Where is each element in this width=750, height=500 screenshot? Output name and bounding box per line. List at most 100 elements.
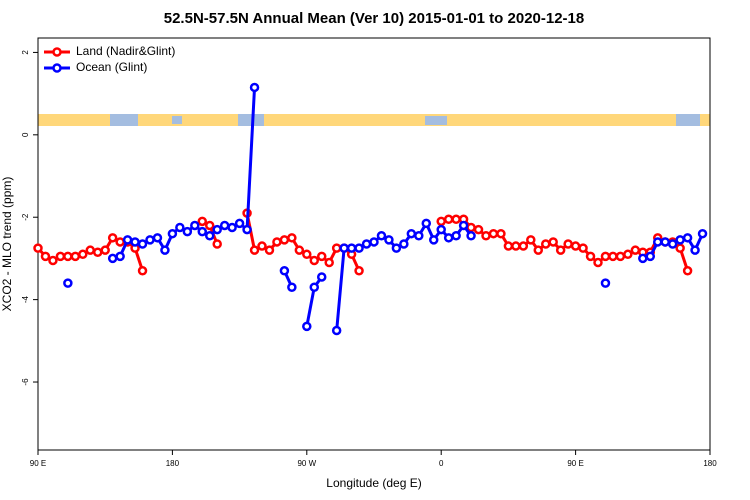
data-point (585, 251, 596, 262)
data-point (48, 255, 58, 266)
x-tick-label: 0 (439, 459, 444, 468)
data-point (331, 325, 342, 336)
data-point (555, 245, 566, 255)
data-point (682, 233, 693, 243)
data-point (175, 222, 185, 233)
x-tick-label: 180 (166, 459, 180, 468)
data-point (548, 237, 558, 247)
x-tick-label: 90 W (297, 459, 316, 468)
data-point (234, 218, 245, 229)
data-point (115, 237, 125, 247)
data-point (100, 245, 110, 255)
data-point (443, 214, 454, 225)
data-point (63, 251, 73, 262)
legend-label: Land (Nadir&Glint) (76, 44, 175, 58)
data-point (85, 245, 96, 255)
data-point (324, 257, 334, 268)
y-tick-label: 2 (21, 50, 30, 55)
data-point (675, 235, 685, 245)
data-point (197, 226, 208, 237)
data-point (697, 228, 708, 239)
data-point (107, 233, 118, 243)
y-tick-label: 0 (21, 132, 30, 137)
data-point (421, 218, 432, 229)
data-point (346, 243, 357, 253)
legend-marker (52, 63, 62, 73)
chart-title: 52.5N-57.5N Annual Mean (Ver 10) 2015-01… (164, 10, 584, 27)
data-point (197, 216, 208, 227)
series (33, 208, 693, 276)
data-point (152, 233, 163, 243)
data-point (287, 282, 297, 293)
data-point (212, 224, 222, 235)
y-axis-label: XCO2 - MLO trend (ppm) (0, 177, 14, 312)
data-point (339, 243, 349, 253)
data-point (623, 249, 633, 260)
data-point (92, 247, 103, 257)
data-point (257, 241, 267, 251)
data-point (249, 245, 260, 255)
data-point (361, 239, 372, 249)
data-point (406, 228, 417, 239)
data-point (518, 241, 529, 251)
data-point (331, 243, 342, 253)
data-point (451, 214, 461, 225)
legend-label: Ocean (Glint) (76, 60, 147, 74)
data-point (615, 251, 626, 262)
data-point (533, 245, 544, 255)
data-point (496, 228, 506, 239)
data-point (384, 235, 394, 245)
data-point (137, 266, 148, 276)
data-point (376, 231, 387, 241)
data-point (316, 251, 327, 262)
data-point (466, 231, 476, 241)
data-point (682, 266, 693, 276)
data-point (309, 255, 320, 266)
data-point (399, 239, 409, 249)
data-point (630, 245, 641, 255)
data-point (608, 251, 618, 262)
data-point (570, 241, 581, 251)
data-point (70, 251, 81, 262)
x-tick-label: 90 E (30, 459, 46, 468)
data-point (578, 243, 588, 253)
y-tick-label: -2 (21, 213, 30, 221)
x-tick-label: 180 (703, 459, 717, 468)
series (63, 82, 708, 336)
data-point (436, 216, 446, 227)
x-tick-label: 90 E (567, 459, 583, 468)
data-point (219, 220, 230, 231)
data-point (526, 235, 536, 245)
data-point (167, 228, 178, 239)
data-point (137, 239, 148, 249)
data-point (316, 272, 327, 282)
data-point (115, 251, 125, 262)
data-point (145, 235, 155, 245)
data-point (122, 235, 133, 245)
data-point (279, 266, 290, 276)
data-point (242, 224, 252, 235)
data-point (488, 228, 499, 239)
data-point (190, 220, 200, 231)
data-point (600, 251, 611, 262)
x-axis-label: Longitude (deg E) (326, 476, 421, 490)
data-point (264, 245, 275, 255)
data-point (33, 243, 43, 253)
data-point (354, 266, 364, 276)
data-point (55, 251, 66, 262)
data-point (309, 282, 320, 293)
data-point (652, 237, 663, 247)
data-point (204, 220, 215, 231)
data-point (443, 233, 454, 243)
data-point (78, 249, 88, 260)
data-point (436, 224, 446, 235)
data-point (182, 226, 193, 237)
data-point (391, 243, 402, 253)
data-point (563, 239, 573, 249)
legend-marker (52, 47, 62, 57)
data-point (130, 237, 140, 247)
data-point (63, 278, 73, 288)
land-ocean-band (38, 114, 710, 126)
y-tick-label: -4 (21, 296, 30, 304)
